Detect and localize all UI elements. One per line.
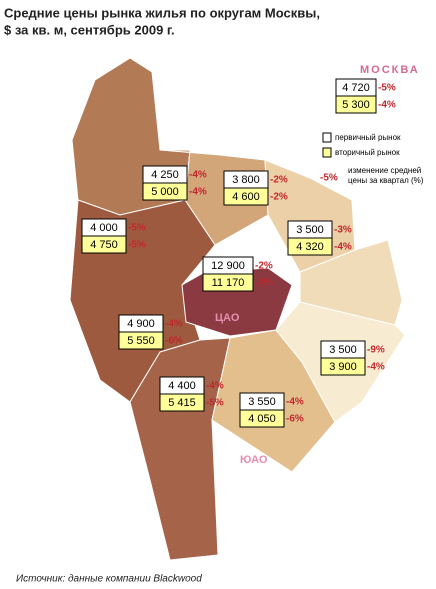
legend-swatch [322, 132, 332, 143]
secondary-change: -2% [270, 192, 288, 203]
primary-change: -3% [334, 225, 352, 236]
primary-change: -9% [367, 345, 385, 356]
primary-price: 4 250 [151, 169, 179, 181]
secondary-change: -4% [367, 362, 385, 373]
legend-label: цены за квартал (%) [348, 176, 424, 185]
secondary-cell [159, 393, 205, 412]
secondary-price: 5 415 [168, 397, 196, 409]
primary-price: 3 500 [329, 344, 357, 356]
primary-price: 3 800 [232, 174, 260, 186]
secondary-cell [81, 235, 127, 254]
secondary-price: 5 300 [342, 99, 370, 111]
primary-change: -4% [286, 397, 304, 408]
secondary-price: 4 750 [90, 239, 118, 251]
secondary-change: -4% [334, 242, 352, 253]
source: Источник: данные компании Blackwood [16, 574, 202, 585]
primary-price: 4 720 [342, 82, 370, 94]
secondary-change: -5% [206, 398, 224, 409]
secondary-change: -5% [128, 240, 146, 251]
secondary-cell [287, 237, 333, 256]
city-label: МОСКВА [360, 64, 420, 76]
secondary-cell [142, 182, 188, 201]
primary-change: -4% [189, 170, 207, 181]
title-line: $ за кв. м, сентябрь 2009 г. [4, 22, 175, 37]
secondary-cell [223, 187, 269, 206]
district-label: ЦАО [215, 312, 240, 324]
legend-label: изменение средней [348, 166, 421, 175]
primary-price: 3 550 [248, 396, 276, 408]
secondary-cell [118, 331, 164, 350]
secondary-change: -4% [189, 187, 207, 198]
district-label: ЮАО [240, 454, 268, 466]
secondary-cell [202, 273, 254, 292]
secondary-cell [335, 95, 377, 114]
secondary-price: 5 000 [151, 186, 179, 198]
secondary-price: 4 050 [248, 413, 276, 425]
primary-change: -5% [378, 83, 396, 94]
legend-label: вторичный рынок [335, 148, 400, 157]
title-line: Средние цены рынка жилья по округам Моск… [4, 5, 320, 20]
primary-change: -5% [128, 223, 146, 234]
primary-change: -2% [255, 261, 273, 272]
secondary-price: 5 550 [127, 335, 155, 347]
legend-change: -5% [320, 173, 338, 184]
primary-change: -2% [270, 175, 288, 186]
secondary-change: -6% [165, 336, 183, 347]
secondary-cell [239, 409, 285, 428]
primary-price: 4 900 [127, 318, 155, 330]
primary-price: 4 000 [90, 222, 118, 234]
secondary-cell [320, 357, 366, 376]
legend: первичный рынок вторичный рынок изменени… [320, 132, 424, 185]
secondary-price: 3 900 [329, 361, 357, 373]
primary-change: -4% [206, 381, 224, 392]
secondary-price: 11 170 [212, 277, 245, 289]
primary-price: 4 400 [168, 380, 196, 392]
secondary-price: 4 320 [296, 241, 324, 253]
legend-swatch [322, 147, 332, 158]
secondary-change: -6% [286, 414, 304, 425]
primary-change: -4% [165, 319, 183, 330]
secondary-change: -4% [378, 100, 396, 111]
primary-price: 12 900 [211, 260, 245, 272]
legend-label: первичный рынок [335, 133, 401, 142]
primary-price: 3 500 [296, 224, 324, 236]
secondary-change: -2% [255, 278, 273, 289]
secondary-price: 4 600 [232, 191, 260, 203]
